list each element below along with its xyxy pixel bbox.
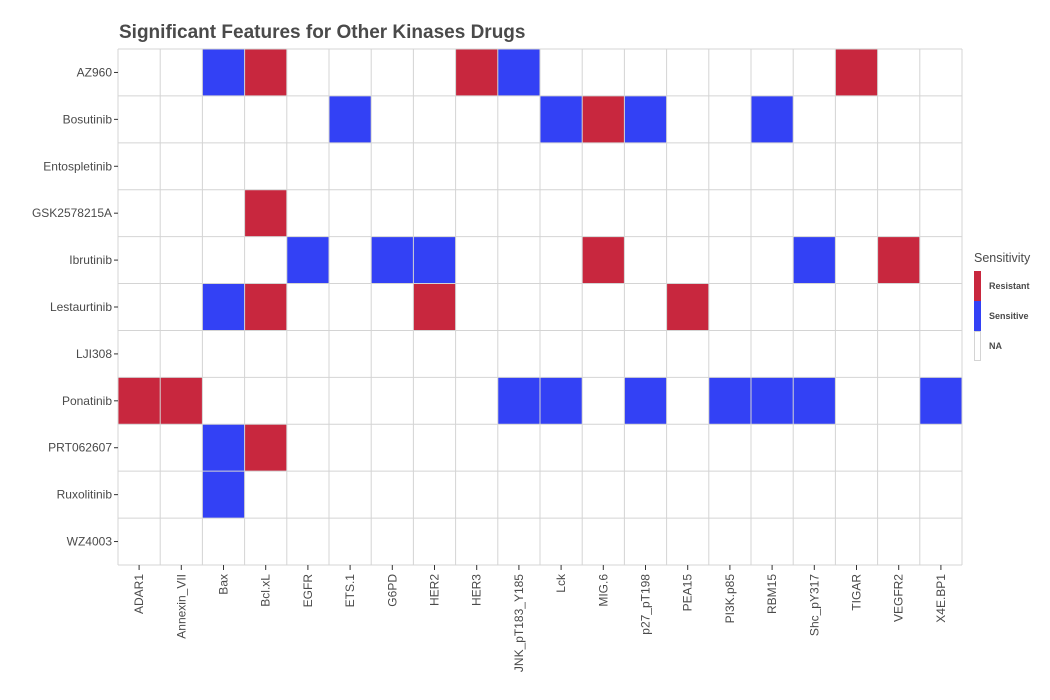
heatmap-cell-bosutinib-ets-1 xyxy=(329,95,372,143)
x-tick-label-annexin-vii: Annexin_VII xyxy=(174,574,188,639)
heatmap-cell-ponatinib-jnk-pt183-y185 xyxy=(497,377,540,425)
x-tick-label-jnk-pt183-y185: JNK_pT183_Y185 xyxy=(512,574,526,672)
heatmap-cell-ibrutinib-egfr xyxy=(286,236,329,284)
x-tick-label-vegfr2: VEGFR2 xyxy=(892,574,906,622)
y-tick-label-bosutinib: Bosutinib xyxy=(63,112,113,126)
heatmap-cell-ponatinib-shc-py317 xyxy=(793,377,836,425)
heatmap-cell-az960-bax xyxy=(202,49,245,96)
legend-label-resistant: Resistant xyxy=(989,281,1030,291)
x-axis: ADAR1 Annexin_VII Bax Bcl.xL EGFR ETS.1 G6PD HE… xyxy=(132,565,948,672)
x-tick-label-her3: HER3 xyxy=(470,574,484,606)
x-tick-label-ets-1: ETS.1 xyxy=(343,574,357,608)
heatmap-cells xyxy=(118,49,962,519)
legend: Sensitivity Resistant Sensitive NA xyxy=(974,251,1046,361)
heatmap-cell-bosutinib-lck xyxy=(540,95,583,143)
heatmap-cell-prt062607-bax xyxy=(202,424,245,472)
heatmap-cell-gsk2578215a-bcl-xl xyxy=(244,189,287,237)
heatmap-cell-ponatinib-annexin-vii xyxy=(160,377,203,425)
x-tick-label-p27-pt198: p27_pT198 xyxy=(639,574,653,635)
heatmap-grid xyxy=(117,48,963,566)
legend-item-resistant: Resistant xyxy=(974,271,1046,301)
heatmap-cell-lestaurtinib-bcl-xl xyxy=(244,283,287,331)
x-tick-label-mig-6: MIG.6 xyxy=(596,574,610,607)
x-tick-label-x4e-bp1: X4E.BP1 xyxy=(934,574,948,623)
heatmap-cell-ibrutinib-her2 xyxy=(413,236,456,284)
x-tick-label-egfr: EGFR xyxy=(301,574,315,608)
heatmap-cell-lestaurtinib-pea15 xyxy=(666,283,709,331)
y-tick-label-entospletinib: Entospletinib xyxy=(43,159,112,173)
heatmap-cell-lestaurtinib-her2 xyxy=(413,283,456,331)
heatmap-cell-ibrutinib-mig-6 xyxy=(582,236,625,284)
heatmap-cell-ibrutinib-shc-py317 xyxy=(793,236,836,284)
y-tick-label-ibrutinib: Ibrutinib xyxy=(69,253,112,267)
x-tick-label-rbm15: RBM15 xyxy=(765,574,779,614)
x-tick-label-lck: Lck xyxy=(554,573,568,593)
x-tick-label-bax: Bax xyxy=(217,574,231,595)
heatmap-cell-ibrutinib-g6pd xyxy=(371,236,414,284)
x-tick-label-g6pd: G6PD xyxy=(385,574,399,607)
heatmap-cell-az960-bcl-xl xyxy=(244,49,287,96)
y-tick-label-wz4003: WZ4003 xyxy=(67,535,113,549)
y-tick-label-gsk2578215a: GSK2578215A xyxy=(32,206,112,220)
y-tick-label-prt062607: PRT062607 xyxy=(48,441,112,455)
heatmap-cell-ruxolitinib-bax xyxy=(202,471,245,519)
heatmap-cell-ponatinib-x4e-bp1 xyxy=(919,377,962,425)
heatmap-cell-az960-jnk-pt183-y185 xyxy=(497,49,540,96)
legend-title: Sensitivity xyxy=(974,251,1031,265)
x-tick-label-her2: HER2 xyxy=(428,574,442,606)
heatmap-cell-ponatinib-adar1 xyxy=(118,377,161,425)
legend-swatch-sensitive xyxy=(974,301,981,331)
heatmap-cell-bosutinib-mig-6 xyxy=(582,95,625,143)
x-tick-label-adar1: ADAR1 xyxy=(132,574,146,614)
heatmap-cell-ibrutinib-vegfr2 xyxy=(877,236,920,284)
x-tick-label-tigar: TIGAR xyxy=(850,574,864,611)
y-tick-label-ponatinib: Ponatinib xyxy=(62,394,112,408)
x-tick-label-pea15: PEA15 xyxy=(681,574,695,612)
heatmap-cell-bosutinib-p27-pt198 xyxy=(624,95,667,143)
heatmap-cell-ponatinib-rbm15 xyxy=(751,377,794,425)
heatmap-cell-lestaurtinib-bax xyxy=(202,283,245,331)
heatmap-cell-prt062607-bcl-xl xyxy=(244,424,287,472)
x-tick-label-pi3k-p85: PI3K.p85 xyxy=(723,574,737,624)
heatmap-cell-bosutinib-rbm15 xyxy=(751,95,794,143)
legend-item-na: NA xyxy=(974,331,1046,361)
legend-label-na: NA xyxy=(989,341,1002,351)
y-axis: AZ960 Bosutinib Entospletinib GSK2578215A Ib… xyxy=(32,65,118,549)
y-tick-label-lestaurtinib: Lestaurtinib xyxy=(50,300,112,314)
heatmap-cell-ponatinib-pi3k-p85 xyxy=(708,377,751,425)
y-tick-label-az960: AZ960 xyxy=(77,65,113,79)
y-tick-label-ruxolitinib: Ruxolitinib xyxy=(57,488,113,502)
x-tick-label-shc-py317: Shc_pY317 xyxy=(807,574,821,636)
y-tick-label-lji308: LJI308 xyxy=(76,347,112,361)
chart-title: Significant Features for Other Kinases D… xyxy=(119,22,526,43)
heatmap-cell-az960-her3 xyxy=(455,49,498,96)
heatmap-cell-ponatinib-p27-pt198 xyxy=(624,377,667,425)
legend-label-sensitive: Sensitive xyxy=(989,311,1029,321)
heatmap-cell-ponatinib-lck xyxy=(540,377,583,425)
heatmap-cell-az960-tigar xyxy=(835,49,878,96)
legend-swatch-na xyxy=(974,331,981,361)
legend-swatch-resistant xyxy=(974,271,981,301)
legend-item-sensitive: Sensitive xyxy=(974,301,1046,331)
x-tick-label-bcl-xl: Bcl.xL xyxy=(259,574,273,607)
